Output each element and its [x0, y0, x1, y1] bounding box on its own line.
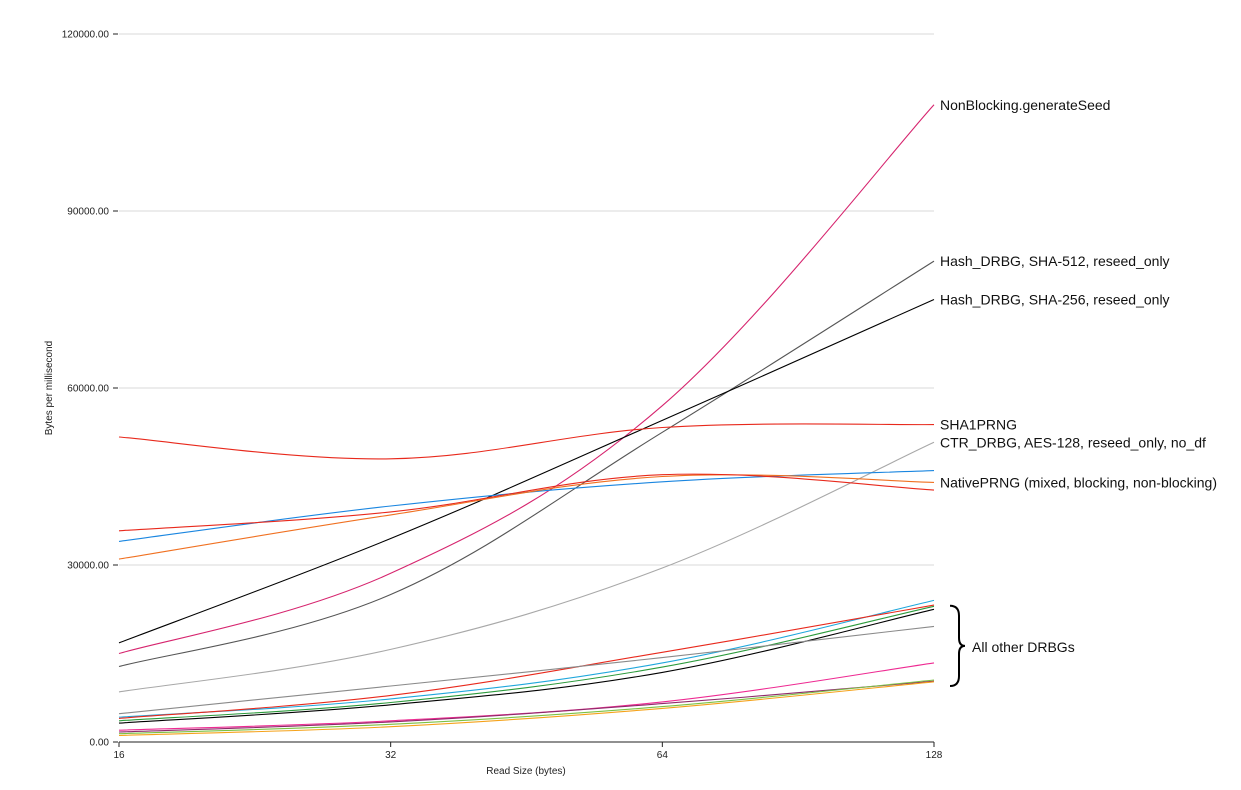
series-lines — [118, 104, 935, 737]
series-annotations: NonBlocking.generateSeed Hash_DRBG, SHA-5… — [940, 97, 1217, 687]
x-axis-ticks: 16 32 64 128 — [113, 742, 943, 761]
x-tick-label: 128 — [926, 750, 943, 761]
series-line-9 — [118, 599, 935, 718]
y-tick-label: 0.00 — [90, 738, 110, 749]
y-tick-label: 60000.00 — [67, 384, 109, 395]
series-line-17 — [118, 681, 935, 737]
series-annotation: SHA1PRNG — [940, 417, 1017, 433]
series-line-1 — [118, 104, 935, 655]
y-tick-label: 30000.00 — [67, 561, 109, 572]
series-line-13 — [118, 625, 935, 715]
series-line-15 — [118, 680, 935, 733]
series-annotation: NonBlocking.generateSeed — [940, 97, 1110, 113]
bracket-label: All other DRBGs — [972, 639, 1075, 655]
series-annotation: Hash_DRBG, SHA-256, reseed_only — [940, 292, 1170, 308]
series-line-6 — [118, 470, 935, 542]
series-line-16 — [118, 679, 935, 735]
y-axis-ticks: 0.00 30000.00 60000.00 90000.00 120000.00 — [62, 30, 118, 749]
series-line-14 — [118, 662, 935, 731]
series-line-10 — [118, 604, 935, 719]
gridlines — [119, 33, 934, 566]
series-annotation: Hash_DRBG, SHA-512, reseed_only — [940, 253, 1170, 269]
series-annotation: CTR_DRBG, AES-128, reseed_only, no_df — [940, 434, 1206, 450]
y-axis-title: Bytes per millisecond — [44, 341, 55, 435]
series-line-2 — [118, 260, 935, 668]
x-tick-label: 32 — [385, 750, 397, 761]
series-line-8 — [118, 473, 935, 532]
x-axis-title: Read Size (bytes) — [486, 766, 565, 777]
y-tick-label: 90000.00 — [67, 207, 109, 218]
series-line-11 — [118, 605, 935, 722]
series-line-5 — [118, 441, 935, 693]
series-line-7 — [118, 474, 935, 560]
x-tick-label: 64 — [657, 750, 669, 761]
curly-brace-bracket — [949, 604, 966, 687]
series-line-12 — [118, 608, 935, 724]
series-annotation: NativePRNG (mixed, blocking, non-blockin… — [940, 474, 1217, 490]
series-line-4 — [118, 423, 935, 460]
y-tick-label: 120000.00 — [62, 30, 110, 41]
series-line-3 — [118, 298, 935, 644]
x-tick-label: 16 — [113, 750, 125, 761]
